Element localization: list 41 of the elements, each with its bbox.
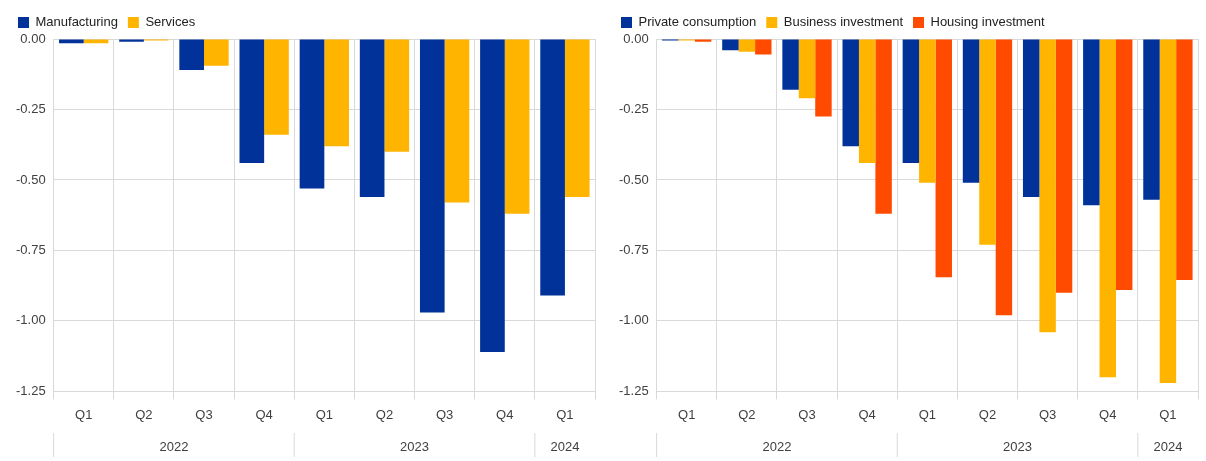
x-tick-label: Q1	[918, 406, 936, 422]
y-tick-label: -0.50	[15, 171, 46, 187]
legend-label: Manufacturing	[35, 14, 118, 30]
y-tick-label: 0.00	[623, 30, 649, 46]
x-tick-label: Q2	[135, 406, 153, 422]
legend-label: Private consumption	[638, 14, 757, 30]
x-tick-label: Q3	[435, 406, 454, 422]
x-tick-label: Q4	[496, 406, 514, 422]
text: 2023	[400, 438, 429, 454]
y-tick-label: -0.25	[618, 101, 649, 117]
x-tick-label: Q2	[375, 406, 394, 422]
x-tick-label: Q2	[978, 406, 997, 422]
x-tick-label: Q1	[75, 406, 93, 422]
text: 2023	[1003, 438, 1032, 454]
legend-label: Business investment	[783, 14, 904, 30]
legend-label: Services	[145, 14, 196, 30]
x-tick-label: Q2	[738, 406, 756, 422]
x-tick-label: Q4	[858, 406, 876, 422]
text: 2022	[762, 438, 792, 454]
x-tick-label: Q3	[798, 406, 816, 422]
y-tick-label: -1.25	[15, 382, 46, 398]
text: 2024	[550, 438, 580, 454]
x-tick-label: Q3	[195, 406, 213, 422]
y-tick-label: -0.50	[618, 171, 649, 187]
y-tick-label: -1.25	[618, 382, 649, 398]
x-tick-label: Q1	[315, 406, 333, 422]
y-tick-label: 0.00	[20, 30, 46, 46]
y-tick-label: -0.75	[618, 242, 649, 258]
x-tick-label: Q4	[255, 406, 273, 422]
legend-label: Housing investment	[930, 14, 1046, 30]
x-tick-label: Q1	[556, 406, 574, 422]
text: 2022	[159, 438, 189, 454]
x-tick-label: Q3	[1038, 406, 1057, 422]
y-tick-label: -1.00	[15, 312, 46, 328]
y-tick-label: -0.25	[15, 101, 46, 117]
text: 2024	[1153, 438, 1183, 454]
x-tick-label: Q4	[1099, 406, 1117, 422]
y-tick-label: -0.75	[15, 242, 46, 258]
x-tick-label: Q1	[678, 406, 696, 422]
y-tick-label: -1.00	[618, 312, 649, 328]
x-tick-label: Q1	[1159, 406, 1177, 422]
